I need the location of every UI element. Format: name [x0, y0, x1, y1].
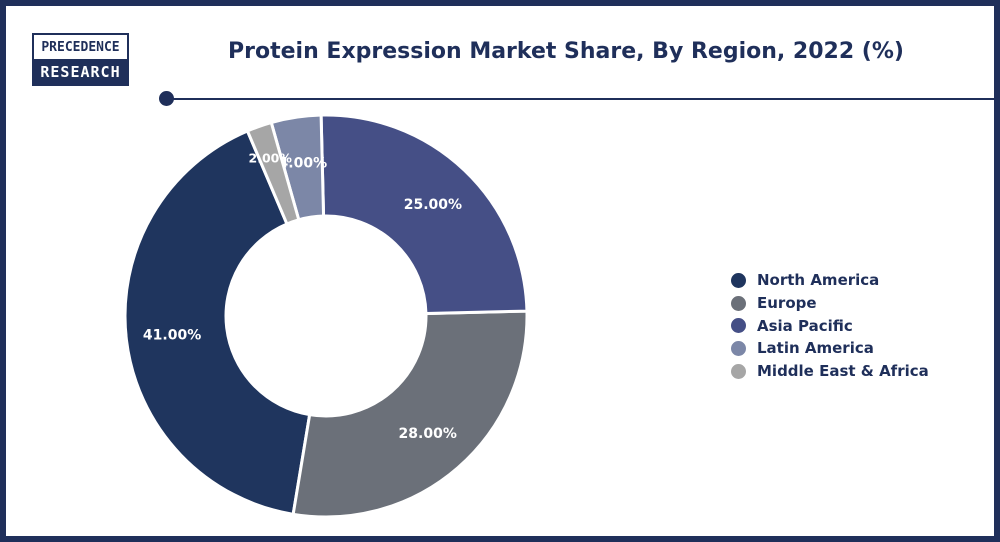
label-europe: 28.00%: [399, 426, 457, 442]
slice-north-america: [123, 129, 312, 517]
chart-legend: North America Europe Asia Pacific Latin Ame…: [731, 269, 929, 382]
legend-item-europe: Europe: [731, 292, 929, 315]
label-middle-east-africa: 2.00%: [249, 151, 293, 166]
title-rule-dot: [159, 91, 174, 106]
logo-line-2: RESEARCH: [34, 59, 127, 84]
legend-label: Europe: [757, 294, 817, 313]
slice-asia-pacific: [319, 113, 529, 316]
slice-middle-east-africa: [245, 120, 301, 226]
legend-item-middle-east-africa: Middle East & Africa: [731, 360, 929, 383]
brand-logo: PRECEDENCE RESEARCH: [32, 33, 129, 86]
legend-label: Middle East & Africa: [757, 362, 929, 381]
legend-swatch: [731, 363, 746, 379]
legend-swatch: [731, 340, 746, 356]
label-latin-america: 4.00%: [279, 156, 328, 172]
chart-title: Protein Expression Market Share, By Regi…: [228, 39, 904, 64]
legend-item-asia-pacific: Asia Pacific: [731, 314, 929, 337]
legend-label: North America: [757, 271, 880, 290]
legend-item-latin-america: Latin America: [731, 337, 929, 360]
legend-swatch: [731, 272, 746, 288]
label-north-america: 41.00%: [143, 327, 201, 343]
label-asia-pacific: 25.00%: [404, 197, 462, 213]
title-rule: [168, 98, 1000, 100]
legend-swatch: [731, 295, 746, 311]
logo-line-1: PRECEDENCE: [41, 39, 120, 55]
legend-label: Asia Pacific: [757, 316, 853, 335]
slice-europe: [291, 309, 529, 519]
legend-label: Latin America: [757, 339, 874, 358]
legend-item-north-america: North America: [731, 269, 929, 292]
legend-swatch: [731, 318, 746, 334]
